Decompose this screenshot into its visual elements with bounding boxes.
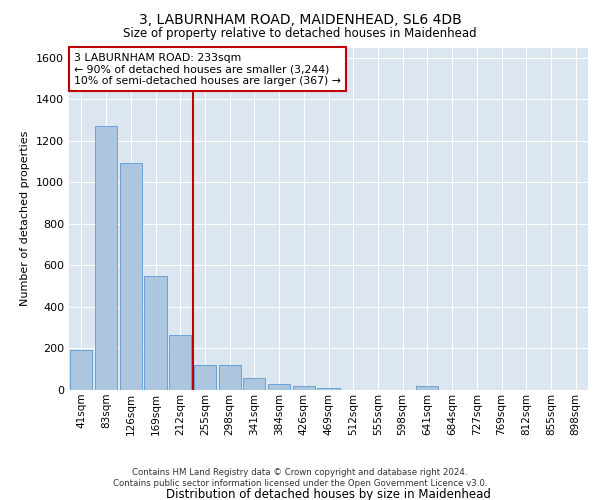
Text: Contains HM Land Registry data © Crown copyright and database right 2024.
Contai: Contains HM Land Registry data © Crown c… (113, 468, 487, 487)
Text: Size of property relative to detached houses in Maidenhead: Size of property relative to detached ho… (123, 28, 477, 40)
Bar (317, 388, 340, 390)
Bar (145, 276, 167, 390)
X-axis label: Distribution of detached houses by size in Maidenhead: Distribution of detached houses by size … (166, 488, 491, 500)
Bar (243, 378, 265, 390)
Bar (169, 335, 191, 390)
Bar (95, 126, 117, 390)
Bar (293, 386, 315, 390)
Bar (218, 365, 241, 390)
Bar (119, 162, 142, 390)
Bar (70, 350, 92, 390)
Bar (194, 365, 216, 390)
Text: 3, LABURNHAM ROAD, MAIDENHEAD, SL6 4DB: 3, LABURNHAM ROAD, MAIDENHEAD, SL6 4DB (139, 12, 461, 26)
Text: 3 LABURNHAM ROAD: 233sqm
← 90% of detached houses are smaller (3,244)
10% of sem: 3 LABURNHAM ROAD: 233sqm ← 90% of detach… (74, 52, 341, 86)
Y-axis label: Number of detached properties: Number of detached properties (20, 131, 31, 306)
Bar (268, 384, 290, 390)
Bar (416, 386, 439, 390)
